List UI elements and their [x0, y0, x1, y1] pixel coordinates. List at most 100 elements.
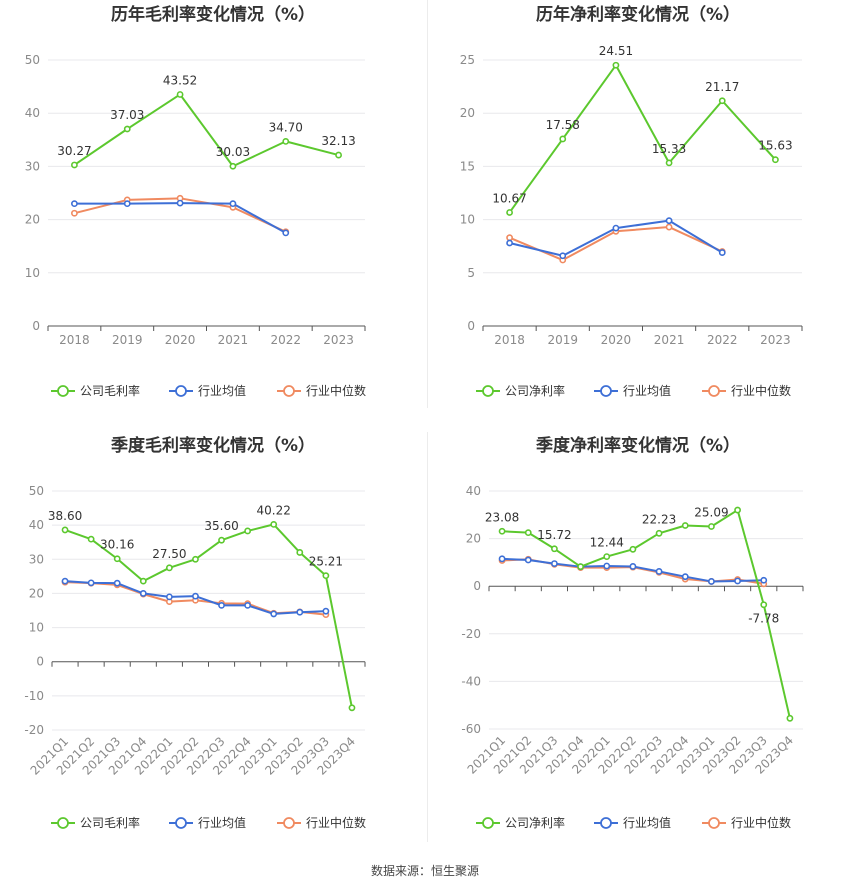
data-point-company: [665, 159, 673, 167]
data-point-company: [322, 572, 330, 580]
legend-label-industry_median: 行业中位数: [731, 383, 791, 398]
y-tick-label: 15: [460, 159, 475, 173]
y-tick-label: 40: [466, 484, 481, 498]
data-label: 12.44: [590, 536, 624, 550]
data-point-industry_avg: [708, 578, 715, 585]
legend-marker-industry_median: [283, 385, 295, 397]
legend-marker-industry_avg: [175, 385, 187, 397]
series-line-company: [508, 64, 777, 214]
data-point-industry_avg: [718, 249, 726, 256]
annual-gross-margin-chart: 历年毛利率变化情况（%） 0 10 20 30 40 50 2018 2019 2020 2021 2…: [0, 0, 425, 415]
legend-marker-industry_median: [708, 385, 720, 397]
data-point-industry_avg: [229, 200, 237, 208]
y-tick-label: 0: [467, 319, 475, 333]
data-point-company: [113, 555, 121, 563]
data-point-industry_avg: [244, 601, 252, 609]
data-label: 15.63: [758, 139, 792, 153]
data-point-company: [577, 563, 584, 571]
y-tick-label: 50: [25, 53, 40, 67]
quarterly-net-margin-chart: 季度净利率变化情况（%） -60 -40 -20 0 20 40 2021Q1 2021Q2 20…: [427, 425, 850, 845]
series-line-industry_median: [502, 558, 764, 585]
data-point-company: [629, 545, 637, 553]
quarterly-gross-margin-chart: 季度毛利率变化情况（%） -20 -10 0 10 20 30 40 50 2021Q1 2021Q…: [0, 425, 425, 845]
data-label: 34.70: [269, 120, 303, 134]
x-tick-label: 2023: [323, 333, 354, 347]
legend-label-industry_avg: 行业均值: [198, 815, 246, 830]
y-tick-label: -10: [24, 689, 44, 703]
data-label: 15.72: [537, 528, 571, 542]
data-point-industry_avg: [506, 239, 513, 247]
data-label: 27.50: [152, 547, 186, 561]
x-tick-label: 2023: [760, 333, 791, 347]
y-tick-label: 0: [32, 319, 40, 333]
legend-marker-company: [482, 817, 494, 829]
data-label: 30.16: [100, 538, 134, 552]
data-point-company: [123, 125, 131, 133]
data-point-industry_avg: [603, 562, 611, 570]
legend-label-industry_avg: 行业均值: [623, 383, 671, 398]
chart-title: 历年净利率变化情况（%）: [536, 4, 740, 25]
data-label: 25.09: [694, 505, 728, 519]
legend-marker-company: [57, 385, 69, 397]
series-line-company: [502, 509, 791, 719]
data-point-company: [218, 536, 225, 544]
chart-legend: 公司净利率 行业均值 行业中位数: [476, 815, 791, 830]
x-tick-label: 2018: [494, 333, 525, 347]
legend-label-company: 公司净利率: [505, 815, 565, 830]
data-point-company: [612, 61, 620, 69]
data-point-company: [506, 209, 513, 216]
y-tick-label: 40: [29, 518, 44, 532]
y-tick-label: 20: [29, 586, 44, 600]
series-line-company: [64, 523, 353, 709]
data-point-industry_avg: [87, 579, 95, 587]
legend-label-industry_avg: 行业均值: [623, 815, 671, 830]
quarterly-net-margin-svg: 季度净利率变化情况（%）-60-40-20020402021Q12021Q220…: [461, 435, 804, 830]
x-tick-label: 2021: [218, 333, 249, 347]
data-point-industry_avg: [218, 601, 225, 609]
data-point-industry_avg: [322, 607, 330, 615]
data-point-company: [229, 162, 237, 170]
data-point-industry_avg: [123, 200, 131, 208]
data-point-industry_avg: [113, 579, 121, 587]
vertical-divider-bottom: [427, 432, 428, 842]
y-tick-label: 30: [25, 159, 40, 173]
quarterly-gross-margin-svg: 季度毛利率变化情况（%）-20-10010203040502021Q12021Q…: [24, 435, 366, 830]
data-label: 30.03: [216, 145, 250, 159]
data-point-industry_avg: [559, 252, 567, 260]
data-point-industry_avg: [296, 608, 304, 616]
annual-gross-margin-svg: 历年毛利率变化情况（%） 0 10 20 30 40 50 2018 2019 2020 2021 2…: [25, 4, 366, 398]
y-tick-label: 30: [29, 552, 44, 566]
legend-label-company: 公司净利率: [505, 383, 565, 398]
legend-marker-industry_avg: [600, 385, 612, 397]
data-point-company: [176, 91, 184, 98]
data-label: 25.21: [309, 555, 343, 569]
legend-label-industry_median: 行业中位数: [306, 383, 366, 398]
legend-label-company: 公司毛利率: [80, 383, 140, 398]
legend-label-company: 公司毛利率: [80, 815, 140, 830]
y-tick-label: -60: [461, 722, 481, 736]
data-point-industry_avg: [71, 200, 78, 208]
data-point-industry_avg: [270, 610, 278, 618]
data-point-company: [718, 97, 726, 105]
data-label: 32.13: [321, 134, 355, 148]
data-point-company: [734, 506, 741, 514]
x-tick-label: 2022: [270, 333, 301, 347]
data-label: 38.60: [48, 509, 82, 523]
data-point-industry_avg: [551, 560, 558, 567]
y-tick-label: 0: [473, 579, 481, 593]
data-point-industry_avg: [282, 229, 290, 237]
annual-net-margin-chart: 历年净利率变化情况（%） 0 5 10 15 20 25 2018 2019 2020 2021 20…: [427, 0, 850, 415]
data-label: 23.08: [485, 510, 519, 524]
data-point-company: [71, 161, 78, 169]
data-point-industry_avg: [734, 577, 741, 585]
data-point-industry_median: [665, 223, 673, 231]
x-tick-label: 2019: [547, 333, 578, 347]
data-point-industry_avg: [760, 576, 768, 584]
y-tick-label: 50: [29, 484, 44, 498]
data-point-industry_avg: [612, 224, 620, 232]
legend-marker-company: [482, 385, 494, 397]
data-label: -7.78: [748, 612, 779, 626]
data-label: 10.67: [492, 191, 526, 205]
chart-legend: 公司毛利率 行业均值 行业中位数: [51, 815, 366, 830]
data-point-company: [296, 549, 304, 556]
